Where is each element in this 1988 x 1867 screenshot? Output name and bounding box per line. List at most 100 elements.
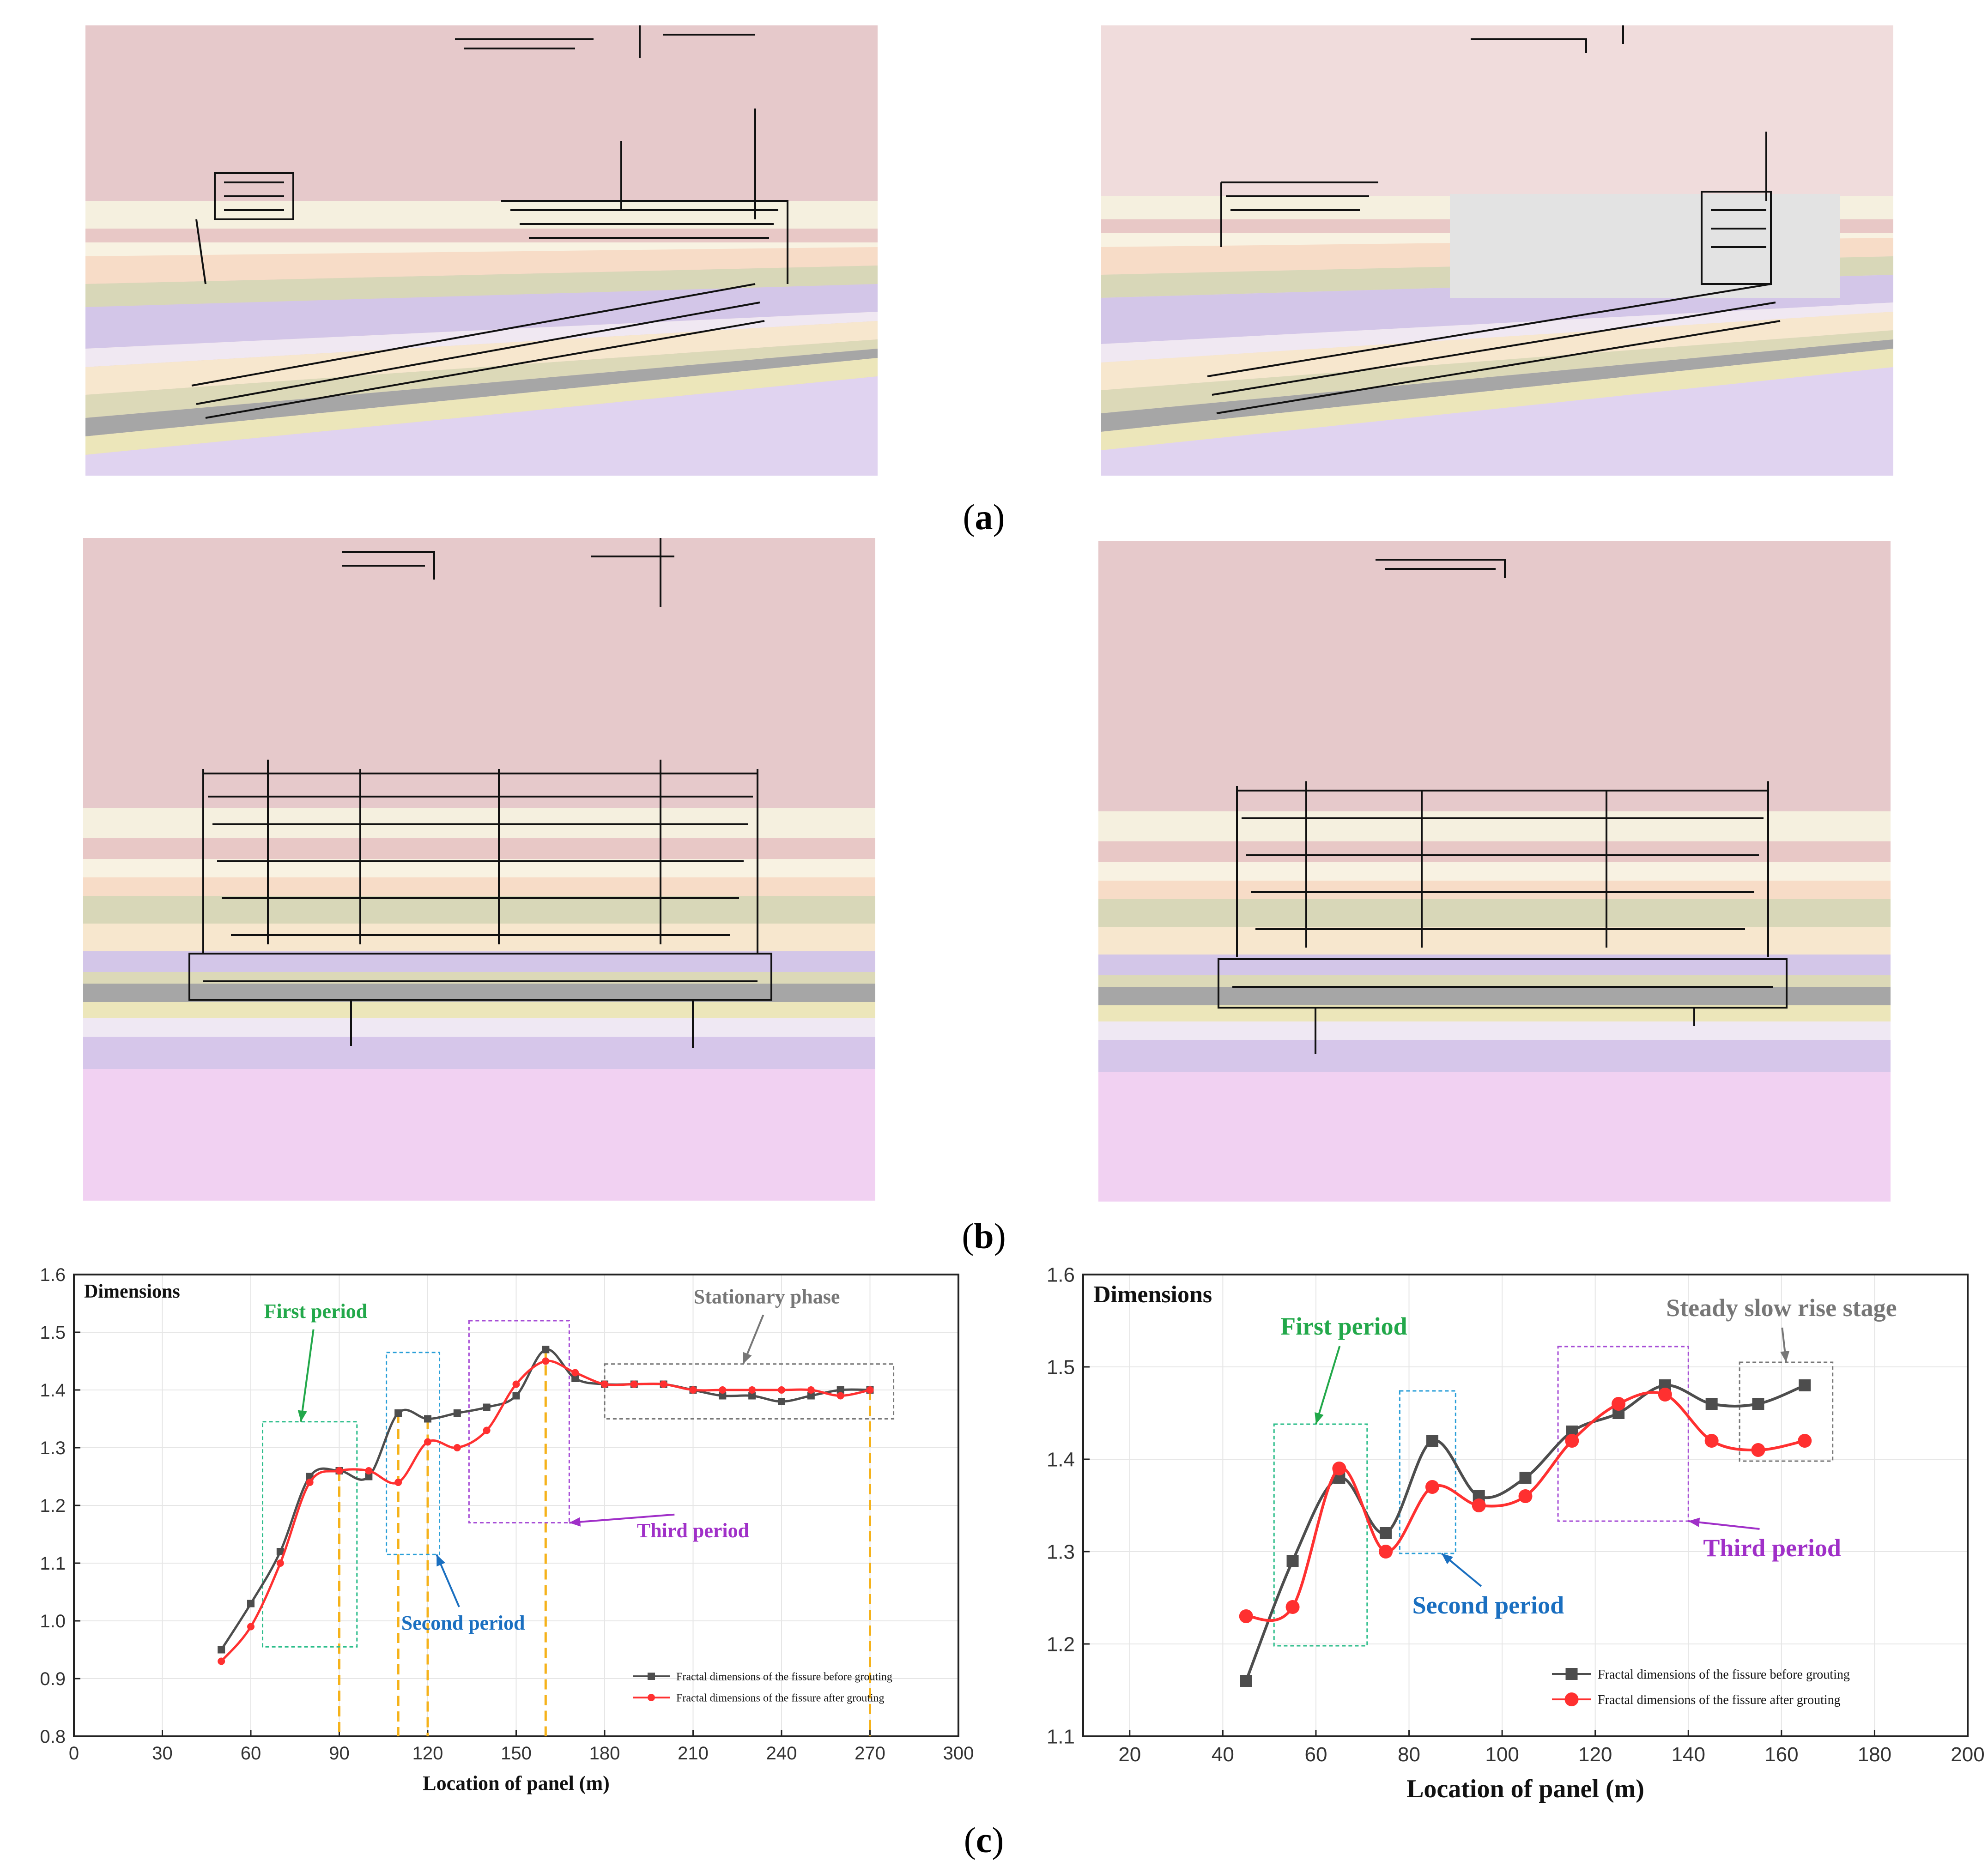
x-tick-label: 160 bbox=[1764, 1743, 1798, 1766]
point-before bbox=[571, 1375, 579, 1382]
x-tick-label: 60 bbox=[1304, 1743, 1327, 1766]
y-tick-label: 1.1 bbox=[40, 1553, 66, 1574]
annotation-arrow-head bbox=[1442, 1553, 1453, 1565]
legend-marker bbox=[648, 1673, 655, 1680]
legend-label: Fractal dimensions of the fissure after … bbox=[676, 1692, 885, 1704]
x-tick-label: 140 bbox=[1672, 1743, 1705, 1766]
simulation-b-right bbox=[1098, 541, 1891, 1202]
simulation-a-left bbox=[85, 25, 878, 476]
y-tick-label: 1.6 bbox=[1047, 1263, 1075, 1286]
chart-title: Dimensions bbox=[84, 1281, 180, 1302]
strata-image-a-left bbox=[85, 25, 878, 476]
x-tick-label: 300 bbox=[943, 1743, 974, 1764]
legend-label: Fractal dimensions of the fissure before… bbox=[676, 1671, 892, 1683]
annotation-arrow-shaft bbox=[1315, 1346, 1341, 1425]
annotation-arrow-shaft bbox=[569, 1513, 675, 1524]
annotation-label: Stationary phase bbox=[694, 1286, 840, 1308]
x-axis-label: Location of panel (m) bbox=[423, 1772, 610, 1794]
annotation-arrow-head bbox=[297, 1410, 307, 1422]
y-tick-label: 1.5 bbox=[1047, 1356, 1075, 1378]
point-after bbox=[1658, 1388, 1672, 1402]
y-tick-label: 1.0 bbox=[40, 1611, 66, 1631]
point-before bbox=[778, 1398, 785, 1405]
point-after bbox=[1332, 1462, 1346, 1475]
point-after bbox=[660, 1380, 667, 1388]
fractal-chart-right: 20 40 60 80 100 120 140 160 180 200 1.1 1.2 1.3 1.4 1.… bbox=[1002, 1247, 1988, 1817]
chart-title: Dimensions bbox=[1093, 1281, 1212, 1308]
point-before bbox=[1286, 1555, 1299, 1567]
strata-image-a-right bbox=[1101, 25, 1893, 476]
annotation-label: Third period bbox=[637, 1519, 749, 1542]
point-before bbox=[1799, 1379, 1811, 1391]
legend-label: Fractal dimensions of the fissure before… bbox=[1598, 1668, 1850, 1682]
point-after bbox=[836, 1392, 844, 1400]
y-tick-label: 1.4 bbox=[1047, 1448, 1075, 1471]
annotation-arrow-head bbox=[436, 1554, 445, 1567]
annotation-box bbox=[468, 1320, 570, 1523]
point-before bbox=[424, 1415, 431, 1423]
x-tick-label: 80 bbox=[1398, 1743, 1420, 1766]
y-tick-label: 1.2 bbox=[40, 1496, 66, 1516]
point-before bbox=[1380, 1527, 1392, 1539]
x-tick-label: 30 bbox=[152, 1743, 173, 1764]
annotation-box bbox=[604, 1363, 895, 1420]
annotation-box bbox=[1399, 1390, 1456, 1554]
annotation-arrow-head bbox=[1688, 1517, 1700, 1527]
y-tick-label: 1.1 bbox=[1047, 1725, 1075, 1748]
point-before bbox=[1519, 1472, 1532, 1484]
legend-marker bbox=[1564, 1692, 1579, 1706]
annotation-arrow-shaft bbox=[300, 1329, 315, 1422]
point-before bbox=[276, 1548, 284, 1555]
x-tick-label: 270 bbox=[855, 1743, 885, 1764]
caption-a: (a) bbox=[963, 497, 1005, 537]
point-after bbox=[512, 1380, 520, 1388]
x-tick-label: 240 bbox=[766, 1743, 797, 1764]
annotation-label: Steady slow rise stage bbox=[1666, 1294, 1897, 1322]
point-before bbox=[1752, 1398, 1764, 1410]
annotation-label: First period bbox=[264, 1300, 368, 1323]
point-after bbox=[1379, 1545, 1393, 1559]
point-after bbox=[453, 1444, 461, 1451]
fractal-chart-left-svg: 0 30 60 90 120 150 180 210 240 270 300 0.8 0.9 1.0 1.1… bbox=[40, 1265, 974, 1794]
y-tick-label: 0.8 bbox=[40, 1727, 66, 1747]
annotation-label: Second period bbox=[401, 1612, 525, 1634]
x-tick-label: 150 bbox=[501, 1743, 532, 1764]
y-tick-label: 0.9 bbox=[40, 1669, 66, 1689]
point-after bbox=[218, 1657, 225, 1665]
caption-c: (c) bbox=[964, 1820, 1004, 1860]
point-before bbox=[1705, 1398, 1718, 1410]
point-before bbox=[218, 1646, 225, 1654]
point-after bbox=[571, 1369, 579, 1377]
point-before bbox=[836, 1386, 844, 1394]
point-after bbox=[719, 1386, 727, 1394]
x-tick-label: 40 bbox=[1212, 1743, 1234, 1766]
point-before bbox=[542, 1346, 550, 1353]
x-tick-label: 200 bbox=[1951, 1743, 1984, 1766]
legend-marker bbox=[1565, 1668, 1578, 1680]
x-tick-label: 120 bbox=[412, 1743, 443, 1764]
point-after bbox=[1751, 1443, 1765, 1457]
point-before bbox=[748, 1392, 756, 1400]
y-tick-label: 1.2 bbox=[1047, 1633, 1075, 1656]
point-after bbox=[1704, 1434, 1719, 1448]
series-line-after bbox=[1246, 1391, 1805, 1622]
point-after bbox=[1798, 1434, 1812, 1448]
caption-b: (b) bbox=[962, 1216, 1006, 1256]
annotation-arrow-head bbox=[1780, 1351, 1790, 1362]
point-after bbox=[1285, 1600, 1300, 1614]
x-tick-label: 180 bbox=[1858, 1743, 1891, 1766]
point-after bbox=[276, 1559, 284, 1567]
annotation-label: First period bbox=[1280, 1312, 1407, 1340]
x-tick-label: 210 bbox=[678, 1743, 709, 1764]
point-after bbox=[778, 1386, 785, 1394]
point-after bbox=[807, 1386, 815, 1394]
annotation-arrow-shaft bbox=[1688, 1520, 1760, 1530]
point-before bbox=[807, 1392, 815, 1400]
point-after bbox=[1239, 1609, 1253, 1623]
y-tick-label: 1.4 bbox=[40, 1380, 66, 1401]
simulation-a-right bbox=[1101, 25, 1893, 476]
fractal-chart-left: 0 30 60 90 120 150 180 210 240 270 300 0.8 0.9 1.0 1.1… bbox=[0, 1247, 993, 1817]
point-after bbox=[542, 1357, 550, 1365]
annotation-box bbox=[262, 1421, 358, 1648]
point-before bbox=[512, 1392, 520, 1400]
